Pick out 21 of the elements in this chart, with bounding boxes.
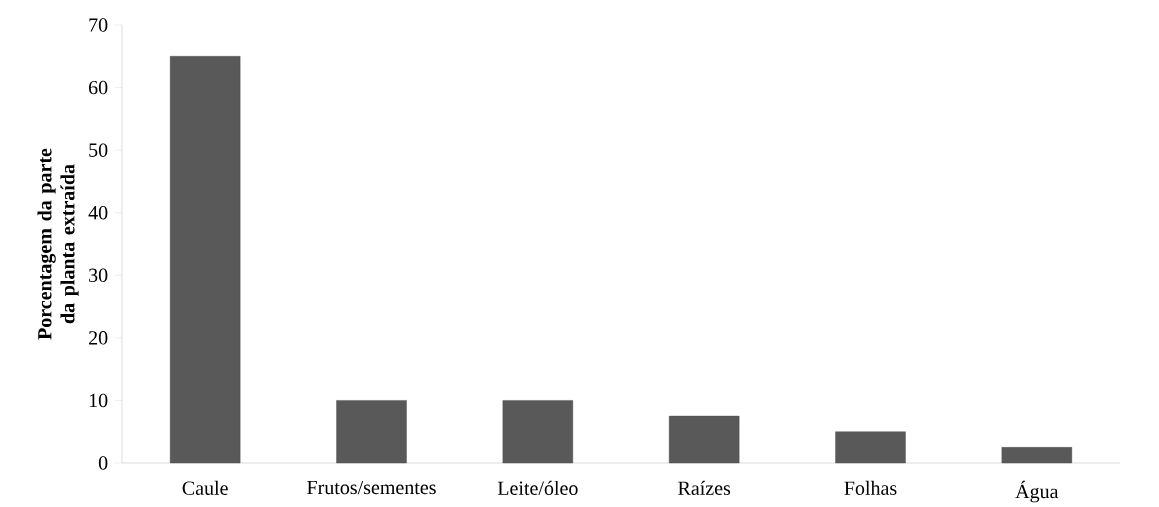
y-tick-label: 40: [88, 205, 108, 220]
x-tick-label: Leite/óleo: [497, 480, 578, 495]
bar: [835, 431, 906, 464]
bar: [502, 400, 574, 464]
y-tick-label: 30: [89, 268, 108, 283]
x-tick-label: Raízes: [678, 480, 731, 495]
x-tick-label: Água: [1015, 480, 1059, 503]
y-tick-label: 70: [89, 18, 108, 32]
bar: [336, 400, 407, 464]
bar: [169, 56, 241, 464]
y-tick-label: 20: [89, 331, 108, 345]
y-tick-label: 0: [98, 456, 108, 470]
x-tick-label: Folhas: [844, 480, 897, 495]
y-tick-label: 10: [89, 393, 108, 408]
bar: [1001, 447, 1073, 464]
x-tick-label: Caule: [182, 480, 228, 495]
y-tick-label: 50: [89, 143, 108, 157]
bar: [668, 415, 740, 464]
y-tick-label: 60: [89, 80, 108, 95]
x-tick-label: Frutos/sementes: [307, 480, 436, 495]
y-axis-title: Porcentagem da parte da planta extraída: [37, 148, 79, 340]
